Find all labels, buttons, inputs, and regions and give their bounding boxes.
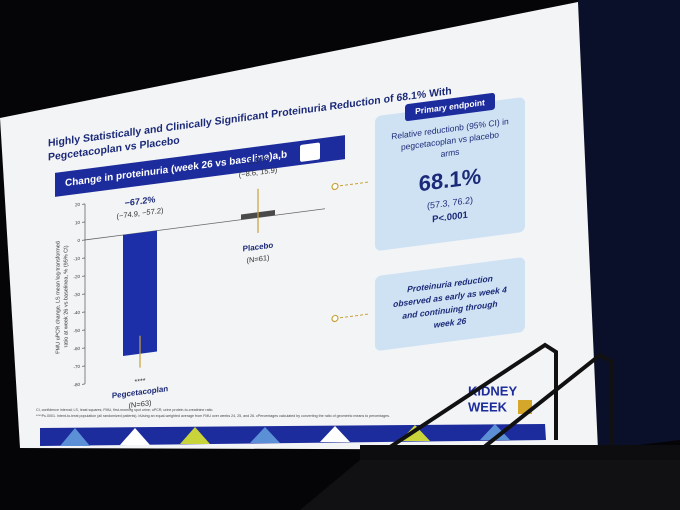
y-axis-label: ratio at week 26 vs baselinea, % (95% CI… xyxy=(63,245,69,348)
chart-header-bar xyxy=(55,135,345,197)
y-tick-label: 10 xyxy=(75,220,80,226)
category-label: Placebo xyxy=(243,241,274,254)
primary-text: arms xyxy=(441,147,460,159)
y-tick-label: -50 xyxy=(74,328,81,334)
band-triangle xyxy=(480,424,510,440)
band-triangle xyxy=(180,427,210,444)
y-tick-label: -70 xyxy=(74,364,81,370)
y-tick-label: -10 xyxy=(74,256,81,262)
value-label: 2.9% xyxy=(248,154,268,167)
y-tick-label: -30 xyxy=(74,292,81,298)
band-triangle xyxy=(120,428,150,445)
y-tick-label: -60 xyxy=(74,346,81,352)
y-tick-label: -40 xyxy=(74,310,81,316)
note-box xyxy=(375,257,525,351)
y-tick-label: -20 xyxy=(74,274,81,280)
band-triangle xyxy=(250,427,280,443)
primary-tab xyxy=(405,93,495,121)
band-triangle xyxy=(60,428,90,446)
y-tick-label: -80 xyxy=(74,382,81,388)
railing xyxy=(338,342,558,482)
connector-dot xyxy=(331,182,339,191)
bar xyxy=(123,230,157,356)
logo: WEEK xyxy=(468,399,508,414)
backdrop xyxy=(578,0,680,450)
stage-railing xyxy=(338,342,614,492)
primary-p: P<.0001 xyxy=(432,210,468,226)
connector xyxy=(335,313,370,319)
y-tick-label: 0 xyxy=(77,238,80,243)
primary-box xyxy=(375,97,525,251)
significance: **** xyxy=(135,378,146,386)
value-label: −67.2% xyxy=(125,194,156,208)
n-label: (N=61) xyxy=(246,253,270,265)
railing xyxy=(428,352,614,492)
y-axis-label: FMU uPCR change, LS mean log-transformed xyxy=(55,241,61,354)
footnote: CI, confidence interval; LS, least squar… xyxy=(36,408,213,412)
connector xyxy=(335,181,370,187)
note-text: week 26 xyxy=(434,316,467,330)
y-tick-label: 20 xyxy=(75,202,80,208)
chart-icon xyxy=(300,142,320,162)
connector-dot xyxy=(331,314,339,323)
footnote: ****P≤.0001. Intent-to-treat population … xyxy=(36,414,390,418)
band-triangle xyxy=(320,426,350,442)
stairs xyxy=(300,460,680,510)
n-label: (N=63) xyxy=(128,398,152,410)
